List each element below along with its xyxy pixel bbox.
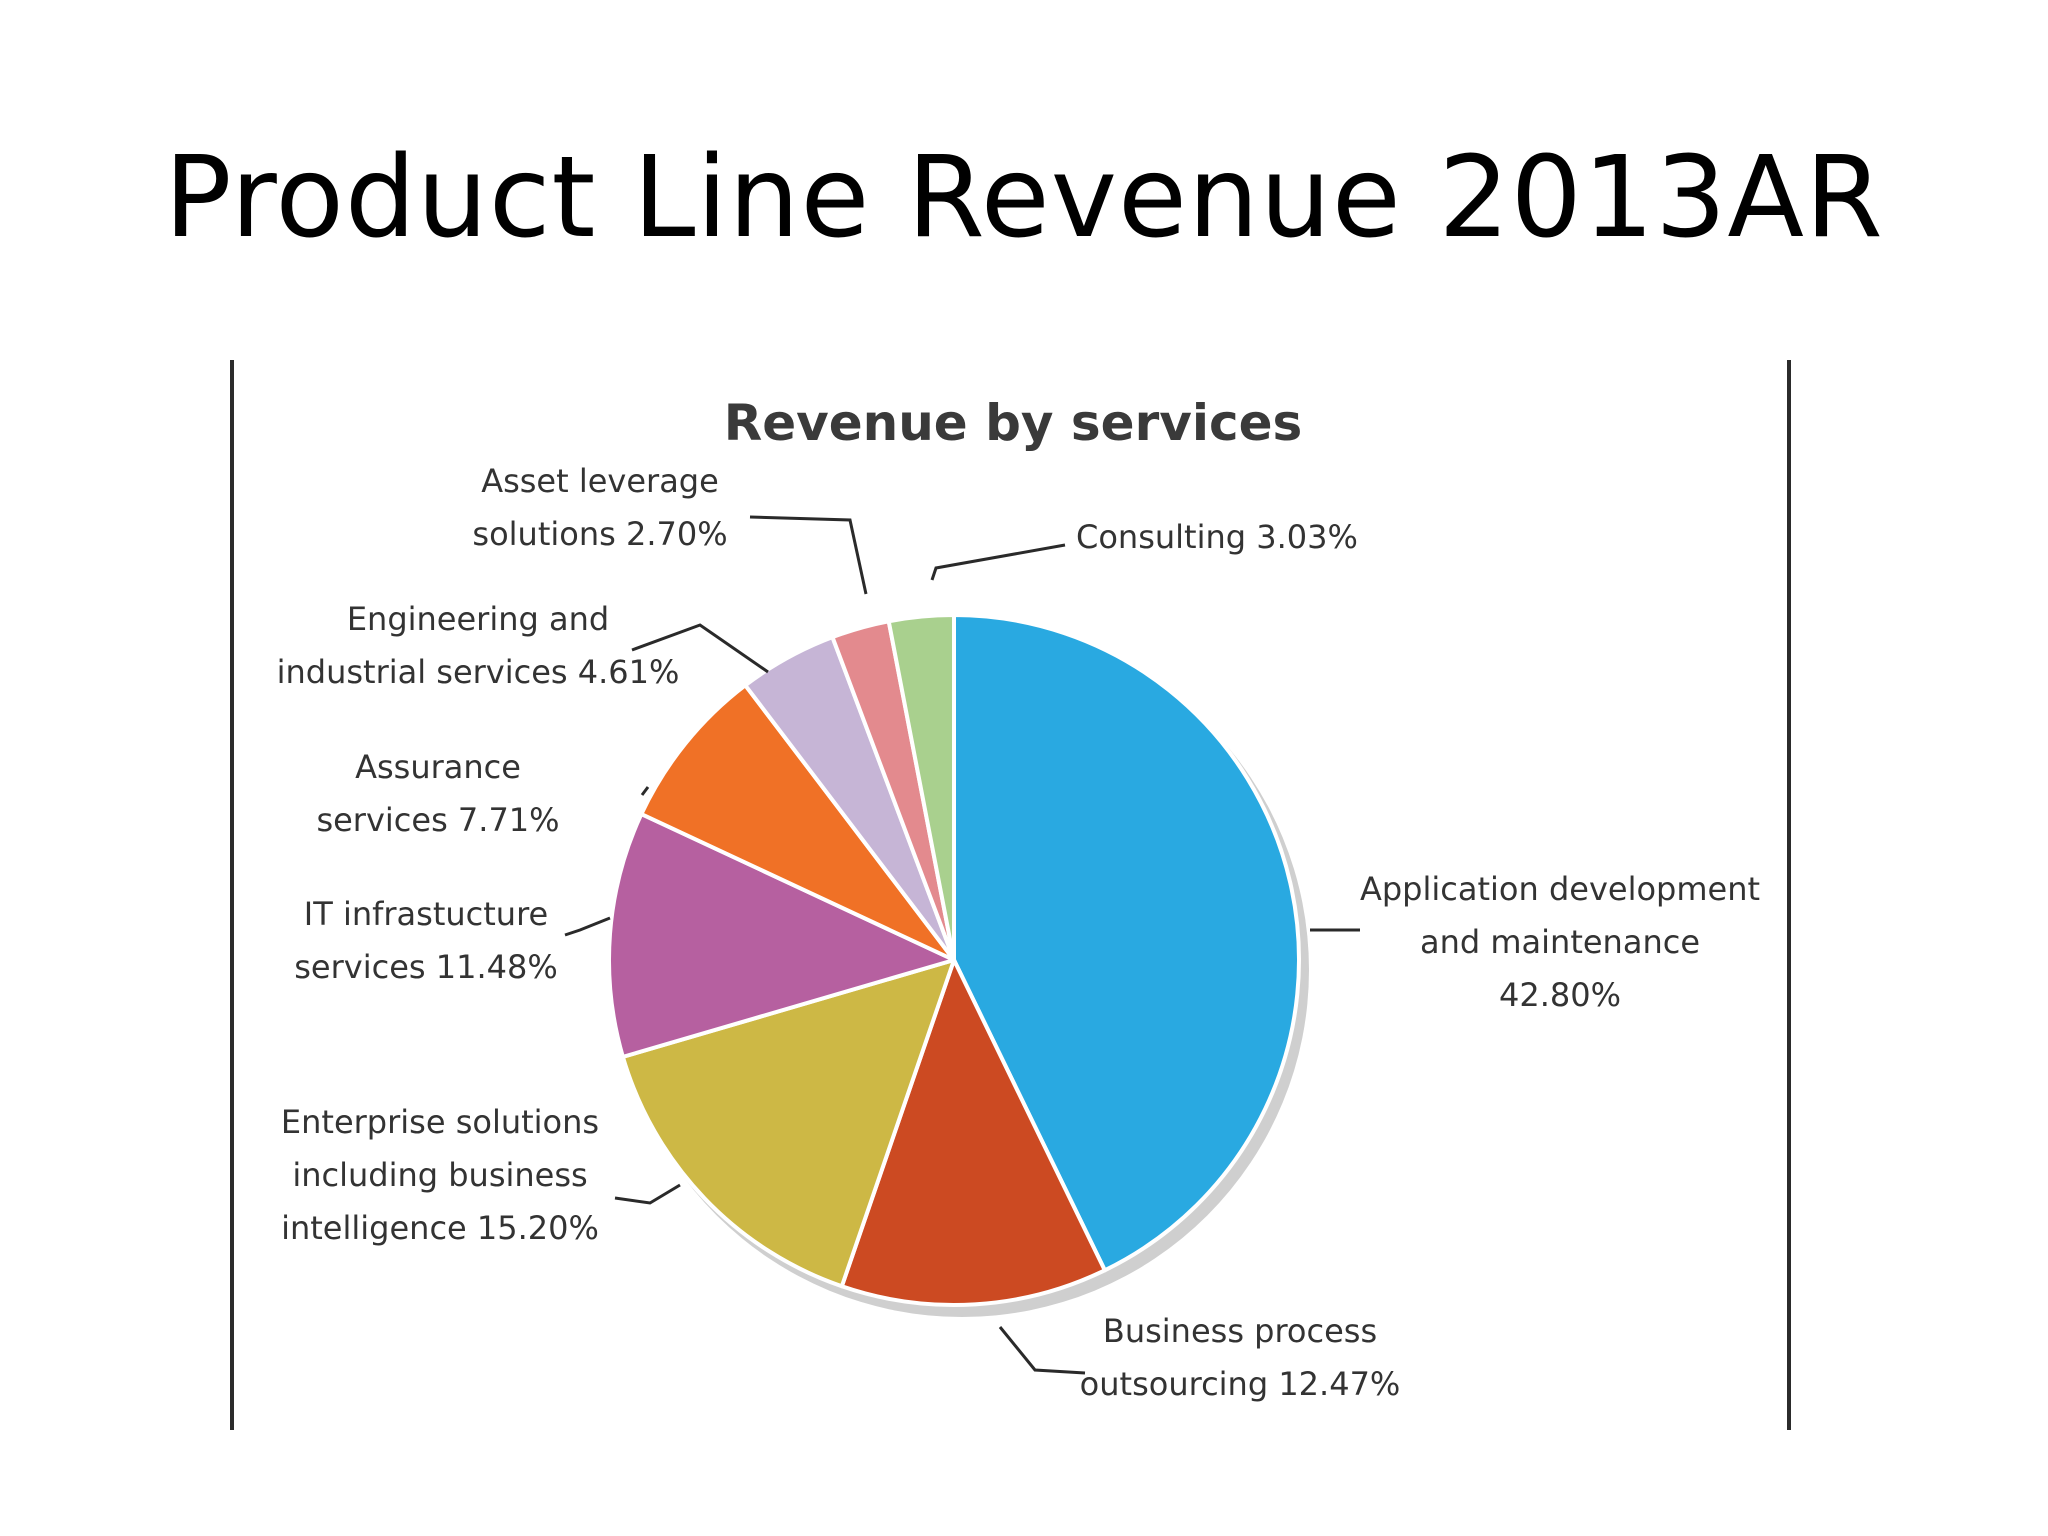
pie-leader-7 <box>930 543 1066 581</box>
pie-label-5: Engineering and industrial services 4.61% <box>277 600 680 691</box>
pie-label-6-line-0: Asset leverage <box>481 462 719 500</box>
pie-slice-7 <box>886 613 956 962</box>
pie-label-3-line-0: IT infrastucture <box>304 895 548 933</box>
pie-label-2-line-0: Enterprise solutions <box>281 1103 599 1141</box>
chart-title: Revenue by services <box>724 394 1303 452</box>
pie-label-1: Business process outsourcing 12.47% <box>1080 1312 1401 1403</box>
pie-label-7-line-0: Consulting 3.03% <box>1076 518 1358 556</box>
chart-frame-left-rule <box>230 360 234 1430</box>
pie-label-4: Assurance services 7.71% <box>316 748 559 839</box>
pie-label-5-line-0: Engineering and <box>347 600 609 638</box>
pie-label-2-line-1: including business <box>292 1156 587 1194</box>
slide-title: Product Line Revenue 2013AR <box>164 133 1884 263</box>
pie-label-7: Consulting 3.03% <box>1076 518 1358 556</box>
pie-label-4-line-1: services 7.71% <box>316 801 559 839</box>
pie-leader-5 <box>631 623 769 674</box>
pie-label-3: IT infrastucture services 11.48% <box>294 895 557 986</box>
pie-label-0-line-1: and maintenance <box>1420 923 1700 961</box>
pie-leader-4 <box>640 786 650 796</box>
pie-slice-2 <box>620 958 956 1289</box>
pie-label-6: Asset leverage solutions 2.70% <box>472 462 727 553</box>
chart-frame-right-rule <box>1787 360 1791 1430</box>
pie-slice-0 <box>952 613 1301 1273</box>
pie-leader-6 <box>749 515 868 595</box>
pie-slice-3 <box>607 812 956 1059</box>
pie-label-0-line-2: 42.80% <box>1499 976 1621 1014</box>
pie-label-0: Application development and maintenance 42… <box>1360 870 1760 1014</box>
pie-leader-2 <box>614 1183 681 1205</box>
pie-label-5-line-1: industrial services 4.61% <box>277 653 680 691</box>
pie-leader-1 <box>998 1326 1086 1375</box>
pie-label-2: Enterprise solutions including business in… <box>281 1103 599 1247</box>
pie-slices <box>607 613 1309 1317</box>
pie-label-3-line-1: services 11.48% <box>294 948 557 986</box>
pie-label-2-line-2: intelligence 15.20% <box>281 1209 599 1247</box>
pie-labels: Application development and maintenance 42… <box>277 462 1760 1403</box>
pie-label-1-line-1: outsourcing 12.47% <box>1080 1365 1401 1403</box>
pie-label-4-line-0: Assurance <box>355 748 521 786</box>
pie-label-0-line-0: Application development <box>1360 870 1760 908</box>
pie-label-6-line-1: solutions 2.70% <box>472 515 727 553</box>
pie-leader-lines <box>564 515 1360 1375</box>
pie-slice-4 <box>639 683 956 962</box>
pie-leader-3 <box>564 916 611 937</box>
pie-label-1-line-0: Business process <box>1103 1312 1377 1350</box>
pie-slice-1 <box>839 958 1107 1307</box>
